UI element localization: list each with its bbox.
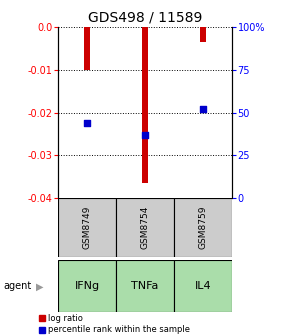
Text: agent: agent xyxy=(3,282,31,291)
Text: GSM8754: GSM8754 xyxy=(140,206,150,249)
Text: IFNg: IFNg xyxy=(75,282,99,291)
Bar xyxy=(116,260,174,312)
Bar xyxy=(58,198,116,257)
Point xyxy=(143,132,147,137)
Bar xyxy=(58,260,116,312)
Text: GSM8749: GSM8749 xyxy=(82,206,92,249)
Text: IL4: IL4 xyxy=(195,282,211,291)
Legend: log ratio, percentile rank within the sample: log ratio, percentile rank within the sa… xyxy=(39,314,190,335)
Text: ▶: ▶ xyxy=(36,282,44,291)
Text: TNFa: TNFa xyxy=(131,282,159,291)
Point xyxy=(201,107,205,112)
Bar xyxy=(142,27,148,183)
Bar xyxy=(84,27,90,70)
Bar xyxy=(174,198,232,257)
Bar xyxy=(200,27,206,42)
Bar xyxy=(116,198,174,257)
Point xyxy=(85,120,89,126)
Bar xyxy=(174,260,232,312)
Title: GDS498 / 11589: GDS498 / 11589 xyxy=(88,10,202,24)
Text: GSM8759: GSM8759 xyxy=(198,206,208,249)
